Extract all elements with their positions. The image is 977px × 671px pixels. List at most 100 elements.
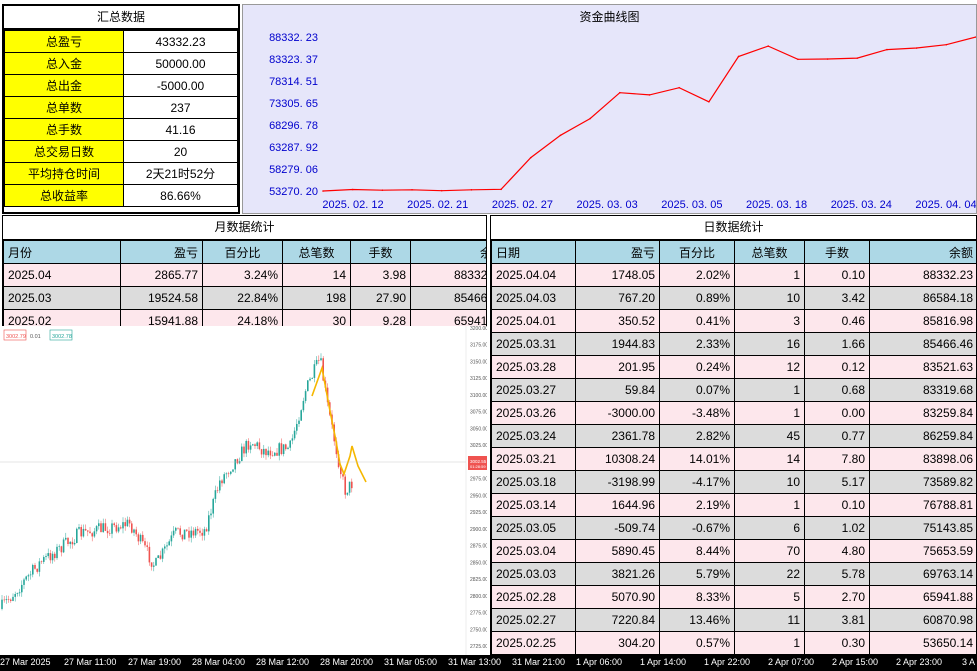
- table-row: 2025.03.26 -3000.00 -3.48% 1 0.00 83259.84: [491, 401, 976, 425]
- candle-body: [135, 529, 137, 535]
- candle-body: [274, 452, 276, 456]
- table-cell: -0.67%: [659, 516, 735, 540]
- table-cell: 5890.45: [575, 539, 660, 563]
- y-tick-label: 78314. 51: [269, 76, 318, 88]
- candle-body: [219, 480, 221, 491]
- x-tick-label: 2025. 02. 21: [407, 199, 468, 211]
- y-tick-label: 73305. 65: [269, 98, 318, 110]
- x-tick-label: 2025. 03. 18: [746, 199, 807, 211]
- candle-body: [106, 530, 109, 534]
- price-tick-label: 2900.00: [470, 527, 487, 533]
- price-tick-label: 2975.00: [470, 477, 487, 483]
- candle-body: [146, 545, 148, 547]
- table-cell: 88332.23: [410, 263, 486, 287]
- table-cell: 2361.78: [575, 424, 660, 448]
- time-axis-label: 27 Mar 19:00: [128, 657, 182, 667]
- price-tick-label: 2825.00: [470, 577, 487, 583]
- table-cell: 0.07%: [659, 378, 735, 402]
- candle-body: [197, 528, 199, 531]
- table-cell: 2025.03: [3, 286, 121, 310]
- table-cell: 60870.98: [869, 608, 976, 632]
- summary-row: 总单数 237: [4, 96, 238, 119]
- column-header: 手数: [350, 240, 411, 264]
- equity-point: [322, 190, 324, 192]
- candle-body: [95, 526, 98, 532]
- table-cell: 2025.02.27: [491, 608, 576, 632]
- candle-body: [84, 528, 87, 531]
- table-row: 2025.03.18 -3198.99 -4.17% 10 5.17 73589.82: [491, 470, 976, 494]
- table-cell: 0.46: [804, 309, 870, 333]
- time-axis-label: 1 Apr 06:00: [576, 657, 623, 667]
- candle-body: [78, 527, 80, 529]
- column-header: 总笔数: [734, 240, 805, 264]
- price-tick-label: 2950.00: [470, 493, 487, 499]
- table-cell: 3.81: [804, 608, 870, 632]
- candle-body: [278, 443, 280, 456]
- spread-value: 0.01: [30, 334, 41, 340]
- candle-body: [307, 380, 309, 392]
- candle-body: [252, 444, 254, 446]
- candle-body: [82, 528, 85, 537]
- table-cell: 1: [734, 378, 805, 402]
- candle-body: [80, 527, 82, 537]
- equity-point: [648, 94, 651, 96]
- candle-body: [315, 359, 318, 365]
- table-cell: 86259.84: [869, 424, 976, 448]
- table-cell: 70: [734, 539, 805, 563]
- table-cell: 201.95: [575, 355, 660, 379]
- candle-body: [269, 450, 272, 456]
- y-tick-label: 83323. 37: [269, 54, 318, 66]
- candle-body: [159, 555, 162, 559]
- candle-body: [186, 529, 188, 531]
- candle-body: [93, 531, 96, 537]
- table-row: 2025.03.14 1644.96 2.19% 1 0.10 76788.81: [491, 493, 976, 517]
- column-header: 百分比: [202, 240, 283, 264]
- price-tick-label: 2800.00: [470, 594, 487, 600]
- candle-body: [309, 378, 311, 381]
- summary-value: 43332.23: [123, 30, 238, 53]
- candle-body: [117, 527, 120, 532]
- table-cell: 2025.04.01: [491, 309, 576, 333]
- candle-body: [21, 584, 23, 593]
- candle-body: [199, 530, 201, 533]
- x-tick-label: 2025. 03. 24: [831, 199, 892, 211]
- candle-body: [161, 548, 164, 559]
- candle-body: [153, 565, 155, 567]
- y-tick-label: 88332. 23: [269, 32, 318, 44]
- table-cell: 2.33%: [659, 332, 735, 356]
- candle-body: [65, 537, 67, 540]
- candle-body: [126, 519, 129, 527]
- candle-body: [12, 596, 14, 601]
- summary-value: 50000.00: [123, 52, 238, 75]
- candle-body: [148, 546, 151, 563]
- monthly-title: 月数据统计: [3, 216, 486, 240]
- candle-body: [300, 410, 302, 421]
- price-tick-label: 3100.00: [470, 393, 487, 399]
- price-tag-value: 3002.55: [470, 459, 487, 464]
- candle-body: [25, 576, 27, 580]
- candle-body: [311, 377, 313, 379]
- table-cell: 7220.84: [575, 608, 660, 632]
- table-cell: 2025.03.03: [491, 562, 576, 586]
- table-row: 2025.03.31 1944.83 2.33% 16 1.66 85466.46: [491, 332, 976, 356]
- candle-body: [227, 473, 230, 475]
- candle-body: [73, 542, 76, 545]
- time-axis-label: 28 Mar 20:00: [320, 657, 374, 667]
- table-cell: 83259.84: [869, 401, 976, 425]
- candle-body: [113, 523, 115, 526]
- table-cell: 45: [734, 424, 805, 448]
- candle-body: [23, 579, 25, 585]
- table-cell: 10: [734, 286, 805, 310]
- candle-body: [3, 599, 5, 601]
- summary-label: 总出金: [4, 74, 124, 97]
- summary-value: 20: [123, 140, 238, 163]
- table-cell: 85466.46: [869, 332, 976, 356]
- x-tick-label: 2025. 04. 04: [915, 199, 976, 211]
- candle-body: [122, 522, 124, 529]
- candle-body: [120, 527, 122, 529]
- equity-point: [678, 86, 680, 89]
- summary-label: 平均持仓时间: [4, 162, 124, 185]
- time-axis-label: 2 Apr 23:00: [896, 657, 943, 667]
- candle-body: [34, 564, 36, 569]
